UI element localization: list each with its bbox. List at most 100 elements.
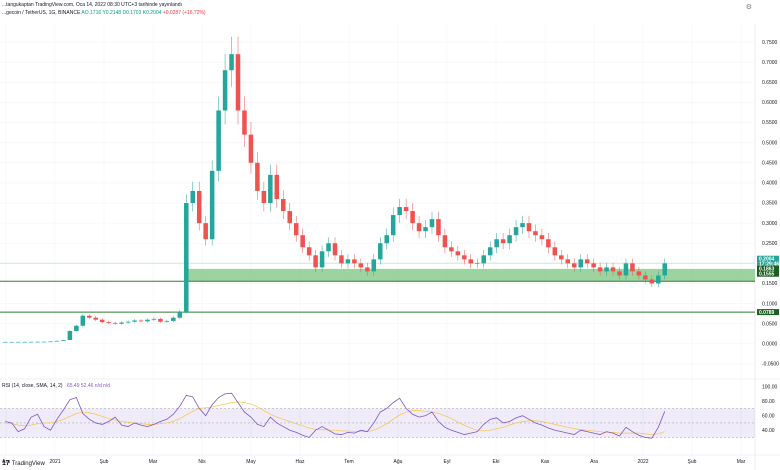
candle: [300, 235, 305, 248]
candle: [494, 239, 499, 248]
candle: [22, 341, 27, 343]
time-tick-label: 2022: [637, 459, 648, 465]
candle: [352, 259, 357, 264]
candle: [242, 110, 247, 135]
candle: [539, 235, 545, 240]
rsi-tick-label: 100.00: [762, 384, 778, 390]
time-tick-label: Şub: [100, 459, 109, 465]
rsi-tick-label: 60.00: [762, 413, 775, 419]
candle: [617, 271, 622, 276]
candle: [196, 190, 202, 224]
candle: [74, 325, 79, 331]
candle: [416, 223, 422, 232]
candle: [112, 322, 118, 324]
candle: [119, 322, 124, 324]
gear-icon[interactable]: ⚙: [745, 4, 752, 11]
candle: [500, 239, 506, 244]
candle: [578, 259, 583, 268]
rsi-tick-label: 80.00: [762, 399, 775, 405]
candle: [520, 223, 525, 228]
candle: [442, 235, 448, 248]
price-level-label: 0.0789: [759, 310, 775, 316]
symbol-name: ...gecoin / TetherUS, 1G, BINANCE: [2, 10, 81, 16]
candle: [9, 341, 14, 343]
symbol-info: ...gecoin / TetherUS, 1G, BINANCE AO.171…: [2, 10, 206, 16]
price-pane[interactable]: [0, 24, 755, 379]
candle: [87, 315, 92, 318]
candle: [610, 267, 616, 272]
time-tick-label: Ara: [590, 459, 598, 465]
time-tick-label: Eyl: [444, 459, 451, 465]
tradingview-logo[interactable]: 17 TradingView: [2, 460, 45, 467]
price-tick-label: 0.5500: [762, 120, 778, 126]
candle: [468, 259, 474, 264]
candle: [332, 243, 338, 256]
candle: [106, 322, 111, 323]
candles: [2, 36, 668, 343]
time-tick-label: Ağu: [394, 459, 403, 465]
candle: [649, 279, 655, 284]
candle: [235, 54, 241, 111]
support-zone-rect: [188, 268, 755, 282]
candle: [274, 174, 280, 199]
candle: [384, 235, 389, 244]
price-level-badge: [757, 309, 779, 316]
candle: [151, 318, 157, 320]
price-level-label: 0.1555: [759, 272, 775, 278]
candle: [604, 267, 609, 272]
candle: [365, 267, 370, 272]
candle: [261, 190, 267, 204]
price-tick-label: 0.0000: [762, 342, 778, 348]
candle: [455, 251, 461, 256]
price-axis[interactable]: 0.7500 0.7000 0.6500 0.6000 0.5500 0.5000 0.45…: [762, 40, 779, 368]
candle: [138, 320, 144, 322]
candle: [125, 321, 131, 323]
candle: [565, 259, 571, 264]
price-tick-label: 0.7500: [762, 40, 778, 46]
time-axis[interactable]: Ara 2021 Şub Mar Nis May Haz Tem Ağu Eyl Eki Kas Ara…: [2, 459, 746, 465]
candle: [48, 341, 53, 343]
candle: [358, 263, 364, 268]
rsi-pane[interactable]: 100.00 80.00 60.00 40.00: [0, 384, 778, 439]
candle: [61, 340, 66, 341]
candle: [28, 341, 34, 343]
rsi-sma-line: [5, 401, 665, 435]
price-level-label: 17:29:46: [759, 262, 779, 268]
price-tick-label: -0.0500: [762, 362, 779, 368]
candle: [2, 341, 8, 343]
time-tick-label: Haz: [296, 459, 305, 465]
price-tick-label: 0.6500: [762, 80, 778, 86]
price-tick-label: 0.1000: [762, 301, 778, 307]
rsi-values: 65.49 52.46 n/d n/d: [67, 383, 110, 389]
candle: [429, 219, 435, 228]
candle: [423, 227, 428, 232]
price-level-label: 0.1863: [759, 267, 775, 273]
candle: [171, 317, 176, 321]
candle: [597, 267, 603, 272]
price-change: +0.0287 (+16,72%): [162, 10, 206, 16]
candle: [552, 247, 558, 256]
candle: [313, 255, 318, 268]
candle: [287, 211, 293, 224]
candle: [99, 319, 105, 323]
logo-mark: 17: [2, 460, 10, 467]
time-tick-label: 2021: [49, 459, 60, 465]
price-level-badge: [757, 270, 779, 277]
candle: [41, 341, 47, 343]
price-tick-label: 0.4000: [762, 181, 778, 187]
time-tick-label: Şub: [688, 459, 697, 465]
price-tick-label: 0.6000: [762, 100, 778, 106]
candle: [319, 251, 325, 268]
candle: [584, 259, 590, 264]
candle: [293, 223, 299, 236]
rsi-line: [5, 392, 666, 439]
price-tick-label: 0.3500: [762, 201, 778, 207]
candle: [513, 227, 519, 236]
price-level-badge: [757, 260, 779, 267]
candle: [54, 340, 60, 342]
candle: [345, 259, 351, 264]
candle: [132, 320, 137, 322]
time-tick-label: Tem: [344, 459, 353, 465]
candle: [229, 54, 234, 71]
